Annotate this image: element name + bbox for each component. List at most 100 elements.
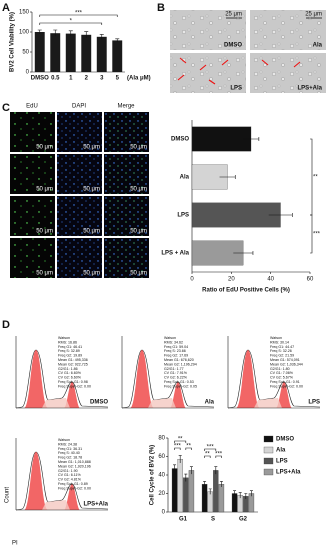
column-header: EdU [26,104,38,110]
flow-stat: CV G1: 6.11% [58,473,82,477]
flow-stat: RMS: 34.62 [164,340,183,344]
x-tick-label: 20 [228,277,235,283]
flow-stat: Freq Sub-G1: 0.91 [270,380,300,384]
bar [177,459,183,513]
error-bar [37,29,42,34]
scale-label: 50 μm [36,229,53,235]
flow-stat: G2/G1: 1.90 [58,469,78,473]
y-label: Cell Cycle of BV2 (%) [150,445,156,505]
micrograph [10,154,55,194]
flow-stat: CV G1: 6.60% [58,371,82,375]
significance-bracket [310,138,313,216]
scale-label: 50 μm [36,271,53,277]
flow-stat: Mean G2: 1,196,294 [164,362,197,366]
x-tick-label: 1 [69,76,73,82]
y-tick-label: LPS + Ala [161,251,189,257]
scale-label: 25 μm [305,12,322,18]
flow-stat: G2/G1: 1.86 [58,367,78,371]
scale-label: 50 μm [36,145,53,151]
bar [81,34,92,72]
scale-label: 50 μm [83,145,100,151]
flow-stat: Freq Super-G2: 0.00 [270,384,303,388]
scale-label: 50 μm [83,229,100,235]
significance-bracket [204,448,217,451]
scale-label: 50 μm [36,187,53,193]
significance: ** [178,437,183,443]
panel-label: C [2,102,10,114]
micrograph [57,154,102,194]
error-bar [178,455,182,463]
micrograph [104,154,149,194]
significance: ** [186,444,191,450]
x-label: (Ala μM) [127,76,151,82]
legend-swatch [263,468,274,476]
flow-stat: Freq S: 23.66 [164,349,186,353]
flow-x-label: PI [12,541,18,547]
micrograph [104,112,149,152]
flow-stat: Watson [58,336,70,340]
legend-label: LPS [276,459,288,465]
x-tick-label: 5 [116,76,120,82]
flow-stat: CV G1: 7.91% [164,371,188,375]
legend-label: LPS+Ala [276,470,301,476]
x-tick-label: G2 [239,517,248,523]
image-label: LPS+Ala [297,86,322,92]
error-bar [84,31,89,38]
y-tick-label: 80 [158,436,165,442]
significance-bracket [39,14,118,17]
bar [218,484,225,513]
y-tick-label: 40 [158,473,165,479]
error-bar [208,488,212,495]
significance: ** [205,452,210,458]
flow-stat: Freq Super-G2: 0.05 [164,384,197,388]
error-bar [233,251,254,255]
y-label: BV2 Cell Viability (%) [10,12,16,72]
flow-stat: Freq Sub-G1: 0.89 [58,482,88,486]
significance-bracket [310,214,313,254]
flow-stat: Freq G2: 19.89 [58,354,82,358]
flow-stat: Freq S: 40.40 [58,451,80,455]
significance-bracket [39,22,103,25]
flow-stat: Mean G1: 495,336 [58,358,88,362]
scale-label: 50 μm [130,145,147,151]
panel-label: B [157,2,165,14]
error-bar [249,490,253,497]
y-tick-label: LPS [177,213,189,219]
error-bar [68,30,73,37]
micrograph [104,196,149,236]
error-bar [189,466,193,475]
flow-stat: Mean G2: 922,725 [58,362,88,366]
x-tick-label: S [211,517,215,523]
flow-stat: RMS: 24.38 [58,442,77,446]
micrograph [170,10,246,50]
panel-label: A [2,2,10,14]
flow-stat: Freq S: 32.26 [270,349,292,353]
image-label: DMSO [224,43,242,49]
panel-label: D [2,319,10,331]
y-tick-label: Ala [180,175,190,181]
y-tick-label: 100 [19,30,30,36]
error-bar [115,38,120,42]
scale-label: 50 μm [83,187,100,193]
significance: * [70,19,73,25]
micrograph [250,10,326,50]
flow-label: DMSO [90,400,108,406]
x-tick-label: 0.5 [51,76,60,82]
flow-stat: Mean G2: 1,036,344 [270,362,303,366]
error-bar [184,473,188,482]
flow-stat: Mean G1: 574,091 [270,358,300,362]
column-header: DAPI [72,104,86,110]
significance-bracket [174,447,181,450]
legend-swatch [263,435,274,443]
flow-stat: Mean G1: 1,010,888 [58,460,91,464]
flow-stat: CV G2: 6.22% [164,376,188,380]
significance-bracket [215,455,222,458]
flow-stat: G2/G1: 1.80 [270,367,290,371]
bar [171,468,178,513]
flow-stat: Freq Sub-G1: 0.53 [164,380,194,384]
image-label: Ala [313,43,323,49]
error-bar [53,29,58,37]
scale-label: 25 μm [225,12,242,18]
bar [201,484,208,513]
